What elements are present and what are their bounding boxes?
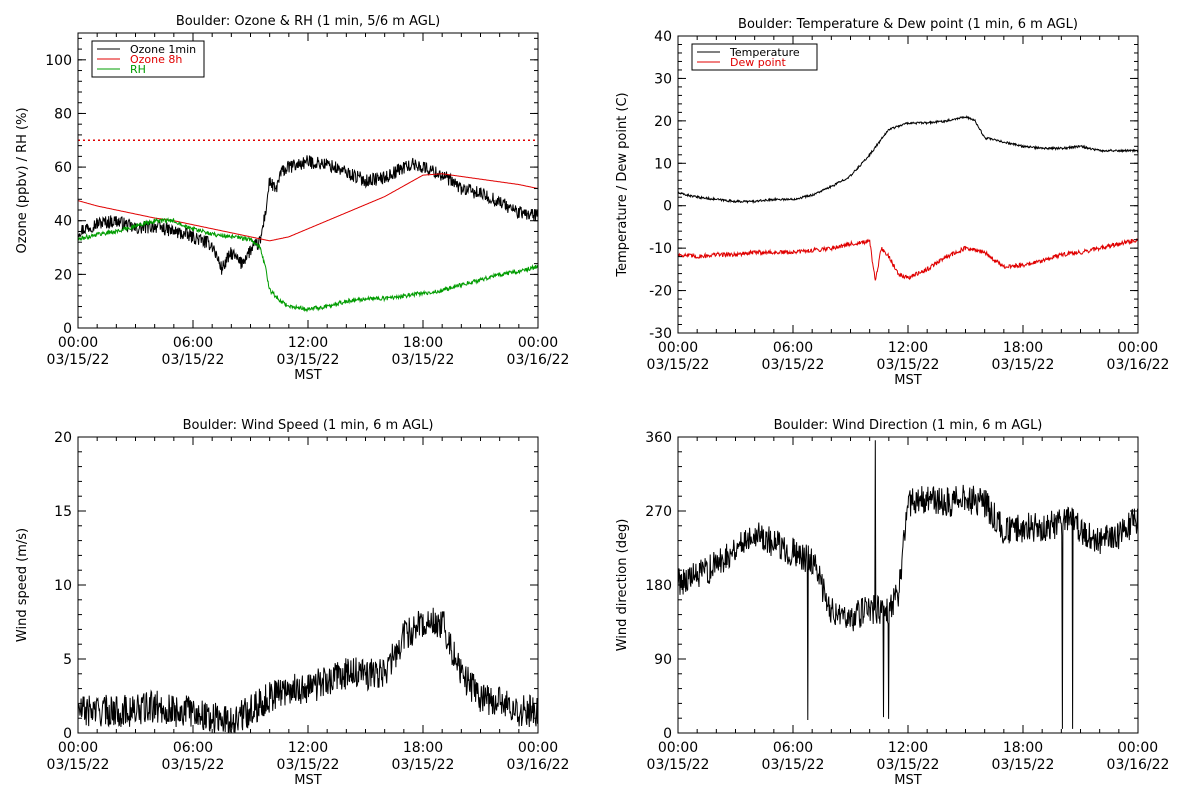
legend-label: Temperature [729, 46, 800, 59]
x-tick-date-label: 03/15/22 [992, 757, 1055, 773]
y-tick-label: 5 [63, 652, 72, 668]
x-tick-time-label: 06:00 [173, 740, 213, 756]
x-axis-label: MST [294, 773, 321, 788]
series-line-0 [678, 440, 1138, 729]
x-tick-time-label: 18:00 [403, 740, 443, 756]
x-axis-label: MST [294, 368, 321, 383]
series-line-1 [78, 173, 538, 242]
chart-title: Boulder: Ozone & RH (1 min, 5/6 m AGL) [176, 14, 440, 29]
y-tick-label: 20 [54, 430, 72, 446]
x-tick-time-label: 00:00 [518, 335, 558, 351]
x-tick-time-label: 06:00 [773, 740, 813, 756]
x-tick-time-label: 12:00 [888, 740, 928, 756]
x-tick-date-label: 03/15/22 [392, 352, 455, 368]
legend-box [691, 43, 818, 71]
legend-label: RH [130, 63, 146, 76]
y-tick-label: 10 [654, 156, 672, 172]
y-tick-label: 180 [645, 578, 672, 594]
y-tick-label: 20 [654, 114, 672, 130]
y-tick-label: -20 [649, 284, 672, 300]
series-line-0 [678, 115, 1138, 204]
series-line-1 [678, 238, 1138, 281]
wind-speed-panel: Boulder: Wind Speed (1 min, 6 m AGL) Wind… [15, 418, 569, 788]
y-tick-label: -10 [649, 241, 672, 257]
y-axis-label: Ozone (ppbv) / RH (%) [15, 107, 30, 253]
x-tick-date-label: 03/15/22 [392, 757, 455, 773]
legend-label: Ozone 1min [130, 43, 196, 56]
x-tick-date-label: 03/15/22 [762, 357, 825, 373]
legend-label: Ozone 8h [130, 53, 182, 66]
x-tick-time-label: 00:00 [1118, 340, 1158, 356]
y-tick-label: 90 [654, 652, 672, 668]
y-tick-label: 80 [54, 106, 72, 122]
x-tick-time-label: 00:00 [658, 740, 698, 756]
wind-direction-panel: Boulder: Wind Direction (1 min, 6 m AGL)… [615, 418, 1169, 788]
legend-label: Dew point [730, 56, 786, 69]
x-tick-date-label: 03/16/22 [507, 352, 570, 368]
y-tick-label: 30 [654, 71, 672, 87]
x-tick-date-label: 03/15/22 [647, 357, 710, 373]
x-tick-time-label: 00:00 [1118, 740, 1158, 756]
x-tick-date-label: 03/15/22 [647, 757, 710, 773]
x-tick-date-label: 03/15/22 [277, 352, 340, 368]
y-tick-label: 15 [54, 504, 72, 520]
y-tick-label: -30 [649, 326, 672, 342]
x-tick-time-label: 12:00 [888, 340, 928, 356]
x-tick-time-label: 06:00 [173, 335, 213, 351]
x-tick-time-label: 00:00 [58, 335, 98, 351]
series-line-0 [78, 155, 538, 275]
x-tick-time-label: 12:00 [288, 740, 328, 756]
x-tick-date-label: 03/15/22 [162, 757, 225, 773]
y-axis-label: Temperature / Dew point (C) [615, 92, 630, 277]
x-tick-time-label: 18:00 [403, 335, 443, 351]
series-line-0 [78, 607, 538, 733]
chart-title: Boulder: Wind Speed (1 min, 6 m AGL) [183, 418, 434, 433]
plot-frame [677, 436, 1139, 734]
y-axis-label: Wind direction (deg) [615, 519, 630, 652]
ozone-rh-panel: Boulder: Ozone & RH (1 min, 5/6 m AGL) Oz… [15, 14, 569, 383]
x-tick-time-label: 06:00 [773, 340, 813, 356]
x-tick-time-label: 00:00 [518, 740, 558, 756]
x-tick-date-label: 03/16/22 [1107, 357, 1170, 373]
x-tick-date-label: 03/16/22 [1107, 757, 1170, 773]
y-tick-label: 40 [654, 29, 672, 45]
chart-title: Boulder: Temperature & Dew point (1 min,… [738, 17, 1078, 32]
y-tick-label: 0 [63, 726, 72, 742]
x-tick-time-label: 00:00 [658, 340, 698, 356]
y-tick-label: 60 [54, 160, 72, 176]
x-tick-date-label: 03/15/22 [277, 757, 340, 773]
y-axis-label: Wind speed (m/s) [15, 528, 30, 642]
y-tick-label: 40 [54, 214, 72, 230]
x-tick-time-label: 18:00 [1003, 740, 1043, 756]
y-tick-label: 0 [663, 199, 672, 215]
series-line-2 [78, 217, 538, 313]
y-tick-label: 0 [663, 726, 672, 742]
x-tick-date-label: 03/15/22 [762, 757, 825, 773]
x-tick-date-label: 03/15/22 [47, 757, 110, 773]
x-tick-time-label: 12:00 [288, 335, 328, 351]
plot-frame [677, 35, 1139, 334]
x-tick-date-label: 03/15/22 [162, 352, 225, 368]
x-axis-label: MST [894, 773, 921, 788]
y-tick-label: 10 [54, 578, 72, 594]
x-tick-date-label: 03/15/22 [877, 757, 940, 773]
x-tick-date-label: 03/15/22 [47, 352, 110, 368]
x-tick-date-label: 03/16/22 [507, 757, 570, 773]
x-tick-time-label: 00:00 [58, 740, 98, 756]
x-axis-label: MST [894, 373, 921, 388]
y-tick-label: 0 [63, 321, 72, 337]
temperature-dewpoint-panel: Boulder: Temperature & Dew point (1 min,… [615, 17, 1169, 388]
x-tick-time-label: 18:00 [1003, 340, 1043, 356]
y-tick-label: 270 [645, 504, 672, 520]
y-tick-label: 20 [54, 267, 72, 283]
chart-title: Boulder: Wind Direction (1 min, 6 m AGL) [774, 418, 1043, 433]
x-tick-date-label: 03/15/22 [992, 357, 1055, 373]
y-tick-label: 100 [45, 53, 72, 69]
y-tick-label: 360 [645, 430, 672, 446]
x-tick-date-label: 03/15/22 [877, 357, 940, 373]
